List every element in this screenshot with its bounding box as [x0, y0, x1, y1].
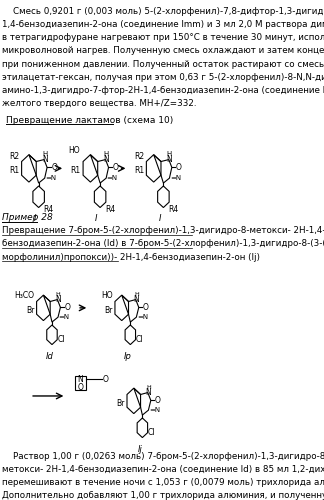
Text: R4: R4 — [43, 205, 54, 214]
Text: O: O — [51, 163, 57, 172]
Text: Br: Br — [26, 306, 34, 316]
Text: N: N — [42, 155, 48, 164]
Text: O: O — [155, 396, 161, 405]
Text: Cl: Cl — [148, 428, 155, 437]
Text: микроволновой нагрев. Полученную смесь охлаждают и затем концентрируют: микроволновой нагрев. Полученную смесь о… — [2, 46, 324, 56]
Text: бензодиазепин-2-она (Id) в 7-бром-5-(2-хлорфенил)-1,3-дигидро-8-(3-(4-: бензодиазепин-2-она (Id) в 7-бром-5-(2-х… — [2, 240, 324, 248]
Text: I: I — [95, 214, 98, 224]
Text: R4: R4 — [105, 205, 115, 214]
Text: =N: =N — [149, 407, 160, 413]
Text: при пониженном давлении. Полученный остаток растирают со смесью: при пониженном давлении. Полученный оста… — [2, 60, 324, 68]
Text: Cl: Cl — [136, 335, 143, 344]
Text: I: I — [34, 214, 36, 224]
Text: O: O — [103, 375, 109, 384]
Text: =N: =N — [59, 314, 70, 320]
Text: R1: R1 — [71, 166, 81, 175]
Text: Пример 28: Пример 28 — [2, 214, 53, 222]
Text: =N: =N — [107, 175, 118, 181]
Text: R4: R4 — [168, 205, 179, 214]
Text: O: O — [77, 382, 83, 392]
Text: =N: =N — [45, 175, 56, 181]
Text: Смесь 0,9201 г (0,003 моль) 5-(2-хлорфенил)-7,8-дифтор-1,3-дигидро-2Н-: Смесь 0,9201 г (0,003 моль) 5-(2-хлорфен… — [2, 7, 324, 16]
Text: O: O — [143, 303, 149, 312]
Text: H: H — [56, 292, 60, 296]
Text: =N: =N — [137, 314, 148, 320]
Text: N: N — [77, 375, 83, 384]
Text: Br: Br — [104, 306, 113, 316]
Text: H: H — [167, 150, 172, 156]
Text: перемешивают в течение ночи с 1,053 г (0,0079 моль) трихлорида алюминия.: перемешивают в течение ночи с 1,053 г (0… — [2, 478, 324, 487]
Text: Br: Br — [116, 400, 125, 408]
Text: O: O — [113, 163, 119, 172]
Text: Превращение лактамов (схема 10): Превращение лактамов (схема 10) — [6, 116, 173, 124]
Text: Id: Id — [45, 352, 53, 362]
Text: 1,4-бензодиазепин-2-она (соединение Imm) и 3 мл 2,0 М раствора диметиламина: 1,4-бензодиазепин-2-она (соединение Imm)… — [2, 20, 324, 29]
Text: Раствор 1,00 г (0,0263 моль) 7-бром-5-(2-хлорфенил)-1,3-дигидро-8-: Раствор 1,00 г (0,0263 моль) 7-бром-5-(2… — [2, 452, 324, 461]
Text: N: N — [55, 295, 61, 304]
Text: O: O — [176, 163, 182, 172]
Text: R1: R1 — [134, 166, 144, 175]
Text: Cl: Cl — [57, 335, 65, 344]
Text: N: N — [167, 155, 172, 164]
Text: R1: R1 — [9, 166, 19, 175]
Text: N: N — [133, 295, 139, 304]
Text: Ij: Ij — [137, 446, 142, 454]
Text: R2: R2 — [134, 152, 144, 161]
Text: N: N — [145, 388, 151, 397]
Text: морфолинил)пропокси))- 2Н-1,4-бензодиазепин-2-он (Ij): морфолинил)пропокси))- 2Н-1,4-бензодиазе… — [2, 252, 260, 262]
Text: желтого твердого вещества. МН+/Z=332.: желтого твердого вещества. МН+/Z=332. — [2, 100, 197, 108]
Text: Дополнительно добавляют 1,00 г трихлорида алюминия, и полученную смесь: Дополнительно добавляют 1,00 г трихлорид… — [2, 492, 324, 500]
Text: HO: HO — [101, 290, 113, 300]
Text: =N: =N — [170, 175, 181, 181]
Text: метокси- 2Н-1,4-бензодиазепин-2-она (соединение Id) в 85 мл 1,2-дихлорэтана: метокси- 2Н-1,4-бензодиазепин-2-она (сое… — [2, 465, 324, 474]
Text: в тетрагидрофуране нагревают при 150°C в течение 30 минут, используя: в тетрагидрофуране нагревают при 150°C в… — [2, 34, 324, 42]
Text: HO: HO — [68, 146, 80, 156]
Text: H: H — [134, 292, 139, 296]
Text: Ip: Ip — [124, 352, 132, 362]
Text: амино-1,3-дигидро-7-фтор-2Н-1,4-бензодиазепин-2-она (соединение II) в виде: амино-1,3-дигидро-7-фтор-2Н-1,4-бензодиа… — [2, 86, 324, 95]
Text: H: H — [42, 150, 47, 156]
Text: R2: R2 — [9, 152, 19, 161]
Text: H: H — [103, 150, 109, 156]
Text: Превращение 7-бром-5-(2-хлорфенил)-1,3-дигидро-8-метокси- 2Н-1,4-: Превращение 7-бром-5-(2-хлорфенил)-1,3-д… — [2, 226, 324, 235]
Text: H: H — [146, 384, 151, 390]
Text: O: O — [64, 303, 71, 312]
Text: I: I — [158, 214, 161, 224]
Text: N: N — [103, 155, 109, 164]
Text: этилацетат-гексан, получая при этом 0,63 г 5-(2-хлорфенил)-8-N,N-диметил-: этилацетат-гексан, получая при этом 0,63… — [2, 73, 324, 82]
Text: H₃CO: H₃CO — [14, 290, 34, 300]
